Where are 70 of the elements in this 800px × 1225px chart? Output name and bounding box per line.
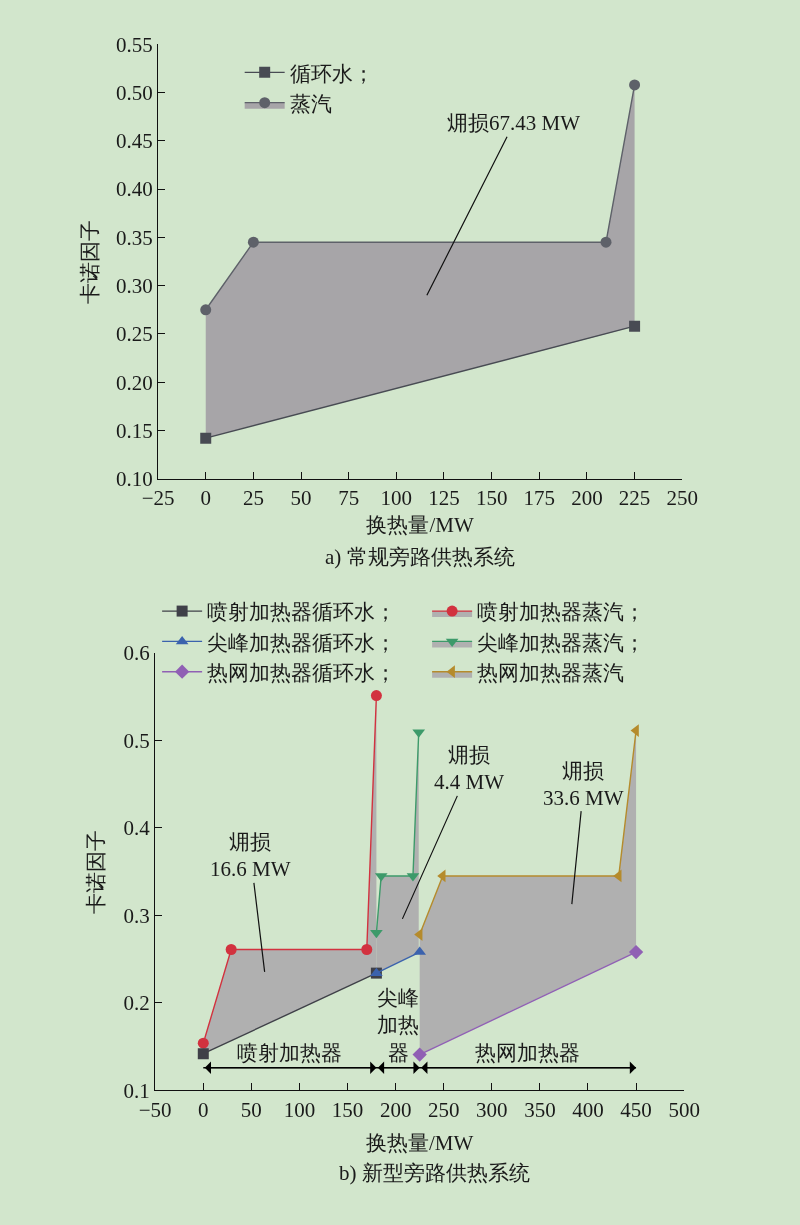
y-axis-title: 卡诺因子 xyxy=(78,219,103,304)
annotation: 㶲损67.43 MW xyxy=(447,111,581,135)
x-tick-label: 125 xyxy=(428,486,460,511)
x-tick-label: 50 xyxy=(240,1097,262,1122)
x-tick-label: 100 xyxy=(380,486,413,511)
legend-label: 热网加热器蒸汽 xyxy=(477,660,625,685)
text: b) 新型旁路供热系统 xyxy=(339,1161,530,1185)
text: a) 常规旁路供热系统 xyxy=(325,545,515,569)
x-tick-label: 225 xyxy=(618,486,651,511)
y-tick-label: 0.20 xyxy=(115,370,153,395)
point xyxy=(361,944,373,955)
y-tick-label: 0.5 xyxy=(123,728,150,753)
y-tick-label: 0.40 xyxy=(115,177,153,202)
x-tick-label: 0 xyxy=(200,486,211,511)
x-tick-label: 350 xyxy=(524,1097,556,1122)
point xyxy=(247,236,259,248)
point xyxy=(628,944,644,960)
x-tick-label: 150 xyxy=(331,1097,364,1122)
x-tick-label: 50 xyxy=(290,486,312,511)
y-tick-label: 0.45 xyxy=(115,129,153,154)
x-tick-label: 250 xyxy=(427,1097,460,1122)
y-axis-title: 卡诺因子 xyxy=(83,829,108,914)
legend-label: 热网加热器循环水； xyxy=(207,660,397,685)
point xyxy=(600,236,612,248)
point xyxy=(197,1048,209,1060)
y-tick-label: 0.35 xyxy=(115,225,153,250)
y-tick-label: 0.15 xyxy=(115,418,153,443)
point xyxy=(197,1037,209,1049)
legend-label: 喷射加热器蒸汽； xyxy=(477,600,646,625)
x-axis-title: 换热量/MW xyxy=(366,1131,474,1155)
point xyxy=(629,79,641,91)
annotation: 㶲损 4.4 MW xyxy=(434,743,505,795)
x-axis-title: 换热量/MW xyxy=(366,513,474,538)
annotation: 尖峰加热器 xyxy=(377,986,419,1065)
y-tick-label: 0.30 xyxy=(115,273,153,298)
x-tick-label: 75 xyxy=(338,486,360,511)
legend-label: 尖峰加热器循环水； xyxy=(207,630,397,655)
point xyxy=(412,1047,427,1062)
annotation: 㶲损 33.6 MW xyxy=(543,759,624,811)
y-tick-label: 0.50 xyxy=(115,80,153,105)
y-tick-label: 0.55 xyxy=(115,32,153,57)
x-tick-label: 25 xyxy=(242,486,264,511)
y-tick-label: 0.6 xyxy=(123,641,150,666)
x-tick-label: 250 xyxy=(666,486,698,511)
legend-label: 喷射加热器循环水； xyxy=(207,600,397,625)
x-tick-label: 500 xyxy=(668,1097,700,1122)
x-tick-label: 400 xyxy=(572,1097,604,1122)
point xyxy=(629,320,641,332)
x-tick-label: 150 xyxy=(475,486,508,511)
point xyxy=(225,944,237,955)
legend-label: 蒸汽 xyxy=(289,91,332,116)
annotation: 㶲损 16.6 MW xyxy=(210,830,291,882)
y-tick-label: 0.4 xyxy=(123,816,151,841)
y-tick-label: 0.2 xyxy=(123,991,150,1016)
x-tick-label: 200 xyxy=(571,486,603,511)
y-tick-label: 0.25 xyxy=(115,322,153,347)
x-tick-label: 100 xyxy=(283,1097,316,1122)
legend-label: 尖峰加热器蒸汽； xyxy=(477,630,646,655)
annotation: 热网加热器 xyxy=(475,1041,580,1065)
x-tick-label: 0 xyxy=(198,1097,209,1122)
x-tick-label: 450 xyxy=(620,1097,652,1122)
x-tick-label: 200 xyxy=(379,1097,412,1122)
x-tick-label: 175 xyxy=(523,486,556,511)
point xyxy=(370,690,382,702)
annotation: 喷射加热器 xyxy=(237,1041,342,1065)
y-tick-label: 0.3 xyxy=(123,903,150,928)
point xyxy=(200,432,212,444)
legend-label: 循环水； xyxy=(289,61,374,86)
x-tick-label: 300 xyxy=(476,1097,508,1122)
point xyxy=(200,304,212,316)
